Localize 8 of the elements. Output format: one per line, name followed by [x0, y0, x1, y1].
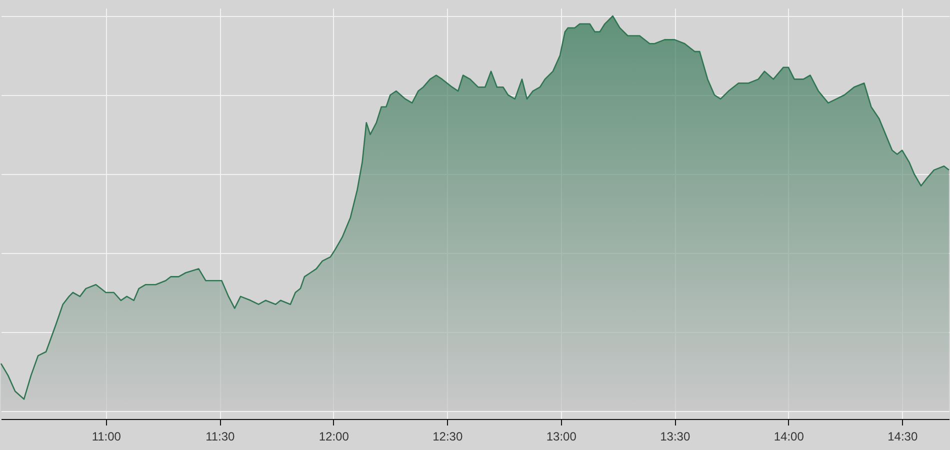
x-tick-label: 11:00: [92, 430, 122, 444]
x-tick-label: 14:30: [888, 430, 918, 444]
x-tick-label: 11:30: [206, 430, 236, 444]
x-tick-label: 14:00: [774, 430, 804, 444]
x-tick-label: 12:00: [318, 430, 350, 444]
x-tick-label: 12:30: [432, 430, 463, 444]
x-tick-label: 13:00: [546, 430, 577, 444]
x-tick-label: 13:30: [660, 430, 690, 444]
